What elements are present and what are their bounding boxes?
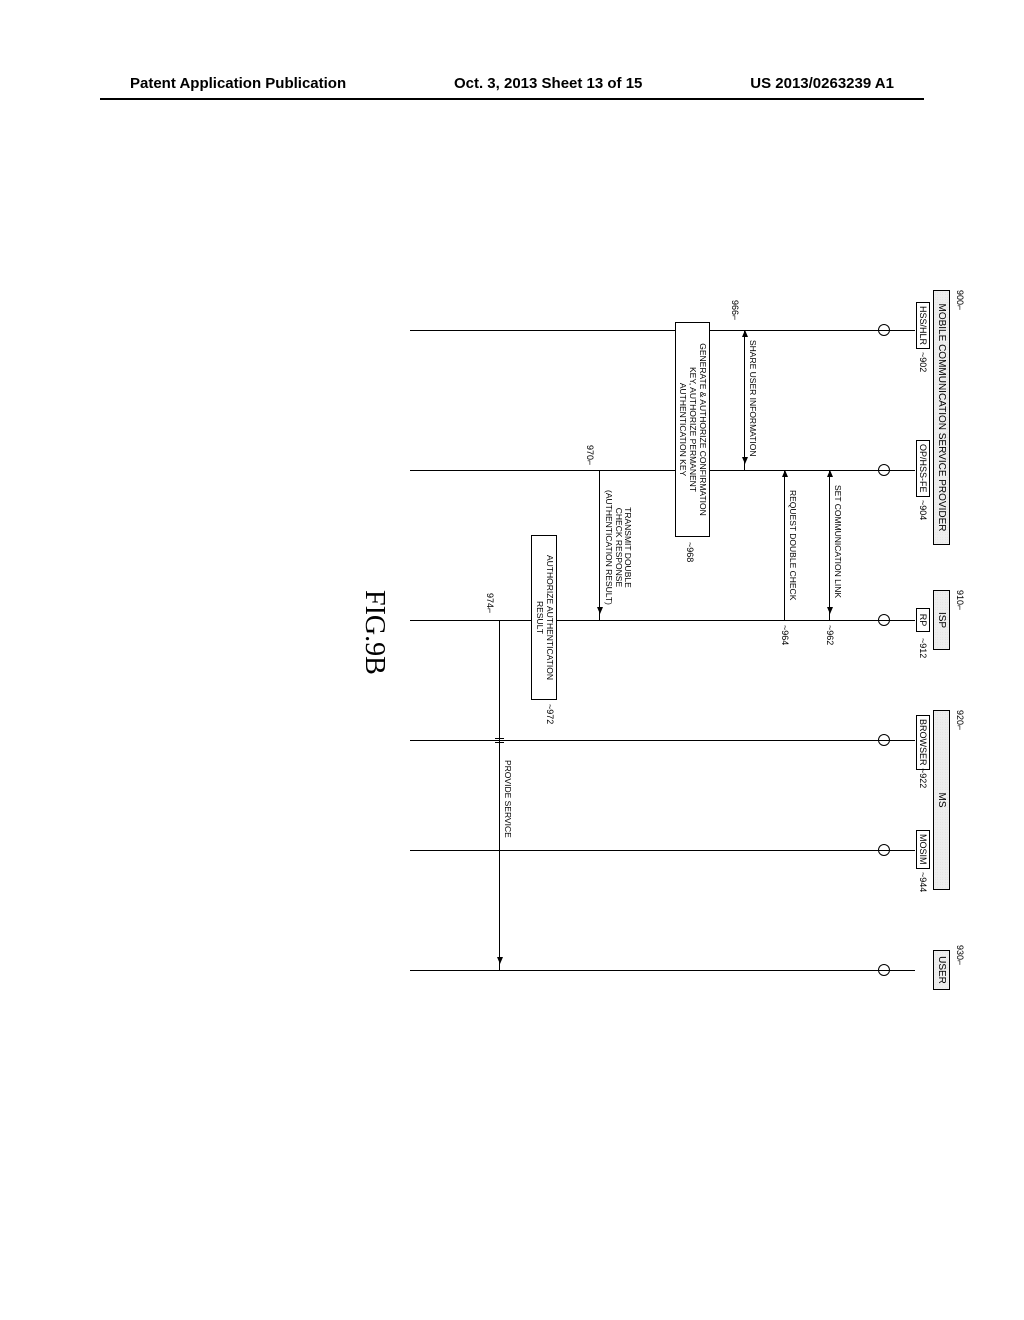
connector-rp <box>878 614 890 626</box>
label-962: SET COMMUNICATION LINK <box>833 485 842 598</box>
tick-974-browser <box>495 738 504 743</box>
lifeline-rp <box>410 620 915 621</box>
arrow-966 <box>744 330 745 470</box>
connector-browser <box>878 734 890 746</box>
header-right: US 2013/0263239 A1 <box>750 75 894 92</box>
ref-904: ~904 <box>918 500 928 520</box>
sequence-diagram: MOBILE COMMUNICATION SERVICE PROVIDER 90… <box>50 290 970 1010</box>
ref-968: ~968 <box>685 542 695 562</box>
label-974: PROVIDE SERVICE <box>503 760 512 838</box>
figure-label: FIG.9B <box>358 590 390 675</box>
arrow-970 <box>599 470 600 620</box>
arrow-974 <box>499 620 500 970</box>
ref-944: ~944 <box>918 872 928 892</box>
ref-922: ~922 <box>918 768 928 788</box>
connector-op <box>878 464 890 476</box>
connector-hss <box>878 324 890 336</box>
header-rule <box>100 98 924 100</box>
label-966: SHARE USER INFORMATION <box>748 340 757 457</box>
proc-968-text: GENERATE & AUTHORIZE CONFIRMATIONKEY, AU… <box>678 343 708 516</box>
lifeline-hss <box>410 330 915 331</box>
arrow-962 <box>829 470 830 620</box>
entity-provider: MOBILE COMMUNICATION SERVICE PROVIDER <box>933 290 950 545</box>
entity-hss: HSS/HLR <box>916 302 930 349</box>
connector-mosim <box>878 844 890 856</box>
entity-rp: RP <box>916 608 930 632</box>
ref-970: 970⌐ <box>585 445 595 465</box>
ref-902: ~902 <box>918 352 928 372</box>
ref-974: 974⌐ <box>485 593 495 613</box>
ref-962: ~962 <box>825 625 835 645</box>
entity-browser: BROWSER <box>916 715 930 770</box>
ref-972: ~972 <box>545 704 555 724</box>
arrow-964 <box>784 470 785 620</box>
ref-900: 900⌐ <box>955 290 965 310</box>
ref-966: 966⌐ <box>730 300 740 320</box>
entity-ms: MS <box>933 710 950 890</box>
diagram-rotated-container: MOBILE COMMUNICATION SERVICE PROVIDER 90… <box>50 290 970 1010</box>
ref-964: ~964 <box>780 625 790 645</box>
entity-user: USER <box>933 950 950 990</box>
entity-op: OP/HSS-FE <box>916 440 930 497</box>
connector-user <box>878 964 890 976</box>
ref-930: 930⌐ <box>955 945 965 965</box>
entity-isp: ISP <box>933 590 950 650</box>
ref-910: 910⌐ <box>955 590 965 610</box>
header-mid: Oct. 3, 2013 Sheet 13 of 15 <box>454 75 642 92</box>
page-header: Patent Application Publication Oct. 3, 2… <box>0 75 1024 92</box>
entity-mosim: MOSIM <box>916 830 930 869</box>
proc-972: AUTHORIZE AUTHENTICATION RESULT <box>531 535 557 700</box>
lifeline-mosim <box>410 850 915 851</box>
ref-912: ~912 <box>918 638 928 658</box>
lifeline-browser <box>410 740 915 741</box>
ref-920: 920⌐ <box>955 710 965 730</box>
proc-968: GENERATE & AUTHORIZE CONFIRMATIONKEY, AU… <box>675 322 710 537</box>
label-964: REQUEST DOUBLE CHECK <box>788 490 797 600</box>
lifeline-user <box>410 970 915 971</box>
header-left: Patent Application Publication <box>130 75 346 92</box>
label-970: TRANSMIT DOUBLECHECK RESPONSE(AUTHENTICA… <box>604 490 632 605</box>
lifeline-op <box>410 470 915 471</box>
